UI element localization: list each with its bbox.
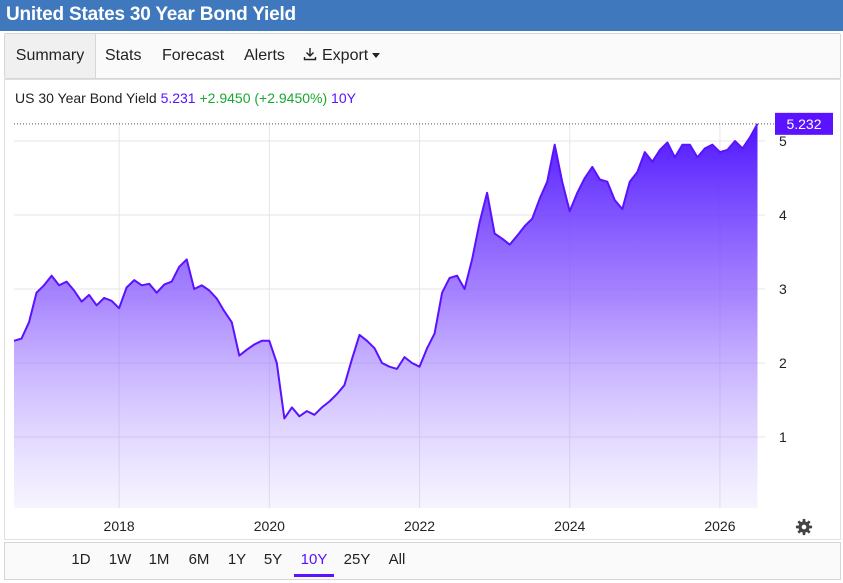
- x-tick-label: 2018: [104, 518, 135, 534]
- last-value-label: 5.232: [786, 116, 821, 132]
- y-tick-label: 5: [779, 133, 787, 149]
- series-area: [14, 123, 758, 509]
- series-line: [13, 123, 759, 420]
- y-axis: 1 2 3 4 5: [779, 133, 787, 445]
- range-1d[interactable]: 1D: [71, 551, 91, 568]
- tab-forecast[interactable]: Forecast: [162, 47, 225, 64]
- export-dropdown[interactable]: Export: [303, 34, 381, 78]
- chevron-down-icon: [372, 53, 381, 59]
- y-tick-label: 2: [779, 355, 787, 371]
- chart-frame: [4, 79, 841, 540]
- range-1w[interactable]: 1W: [108, 551, 132, 568]
- y-tick-label: 4: [779, 207, 787, 223]
- range-10y[interactable]: 10Y: [294, 543, 334, 577]
- range-1m[interactable]: 1M: [148, 551, 170, 568]
- range-1y[interactable]: 1Y: [227, 551, 247, 568]
- tab-stats[interactable]: Stats: [105, 47, 142, 64]
- legend-change: +2.9450 (+2.9450%): [199, 90, 328, 106]
- x-tick-label: 2026: [704, 518, 735, 534]
- legend-value: 5.231: [160, 90, 196, 106]
- x-axis: 2018 2020 2022 2024 2026: [104, 518, 736, 534]
- x-tick-label: 2022: [404, 518, 435, 534]
- range-25y[interactable]: 25Y: [343, 551, 371, 568]
- legend-period: 10Y: [331, 90, 356, 106]
- y-tick-label: 1: [779, 429, 787, 445]
- range-selector: 1D 1W 1M 6M 1Y 5Y 10Y 25Y All: [4, 542, 841, 580]
- range-6m[interactable]: 6M: [188, 551, 210, 568]
- range-all[interactable]: All: [388, 551, 406, 568]
- tab-alerts[interactable]: Alerts: [244, 47, 285, 64]
- range-5y[interactable]: 5Y: [263, 551, 283, 568]
- legend-series-name: US 30 Year Bond Yield: [15, 90, 157, 106]
- tab-summary[interactable]: Summary: [5, 34, 96, 78]
- tab-bar: Summary Stats Forecast Alerts Export: [4, 33, 841, 79]
- x-tick-label: 2020: [254, 518, 285, 534]
- last-value-badge: [775, 112, 833, 135]
- download-icon: [303, 48, 317, 61]
- x-tick-label: 2024: [554, 518, 585, 534]
- page-title: United States 30 Year Bond Yield: [6, 4, 296, 25]
- chart-legend: US 30 Year Bond Yield 5.231 +2.9450 (+2.…: [15, 90, 356, 106]
- y-tick-label: 3: [779, 281, 787, 297]
- export-label: Export: [322, 47, 369, 64]
- title-bar: United States 30 Year Bond Yield: [0, 0, 843, 31]
- gear-icon[interactable]: [795, 518, 813, 536]
